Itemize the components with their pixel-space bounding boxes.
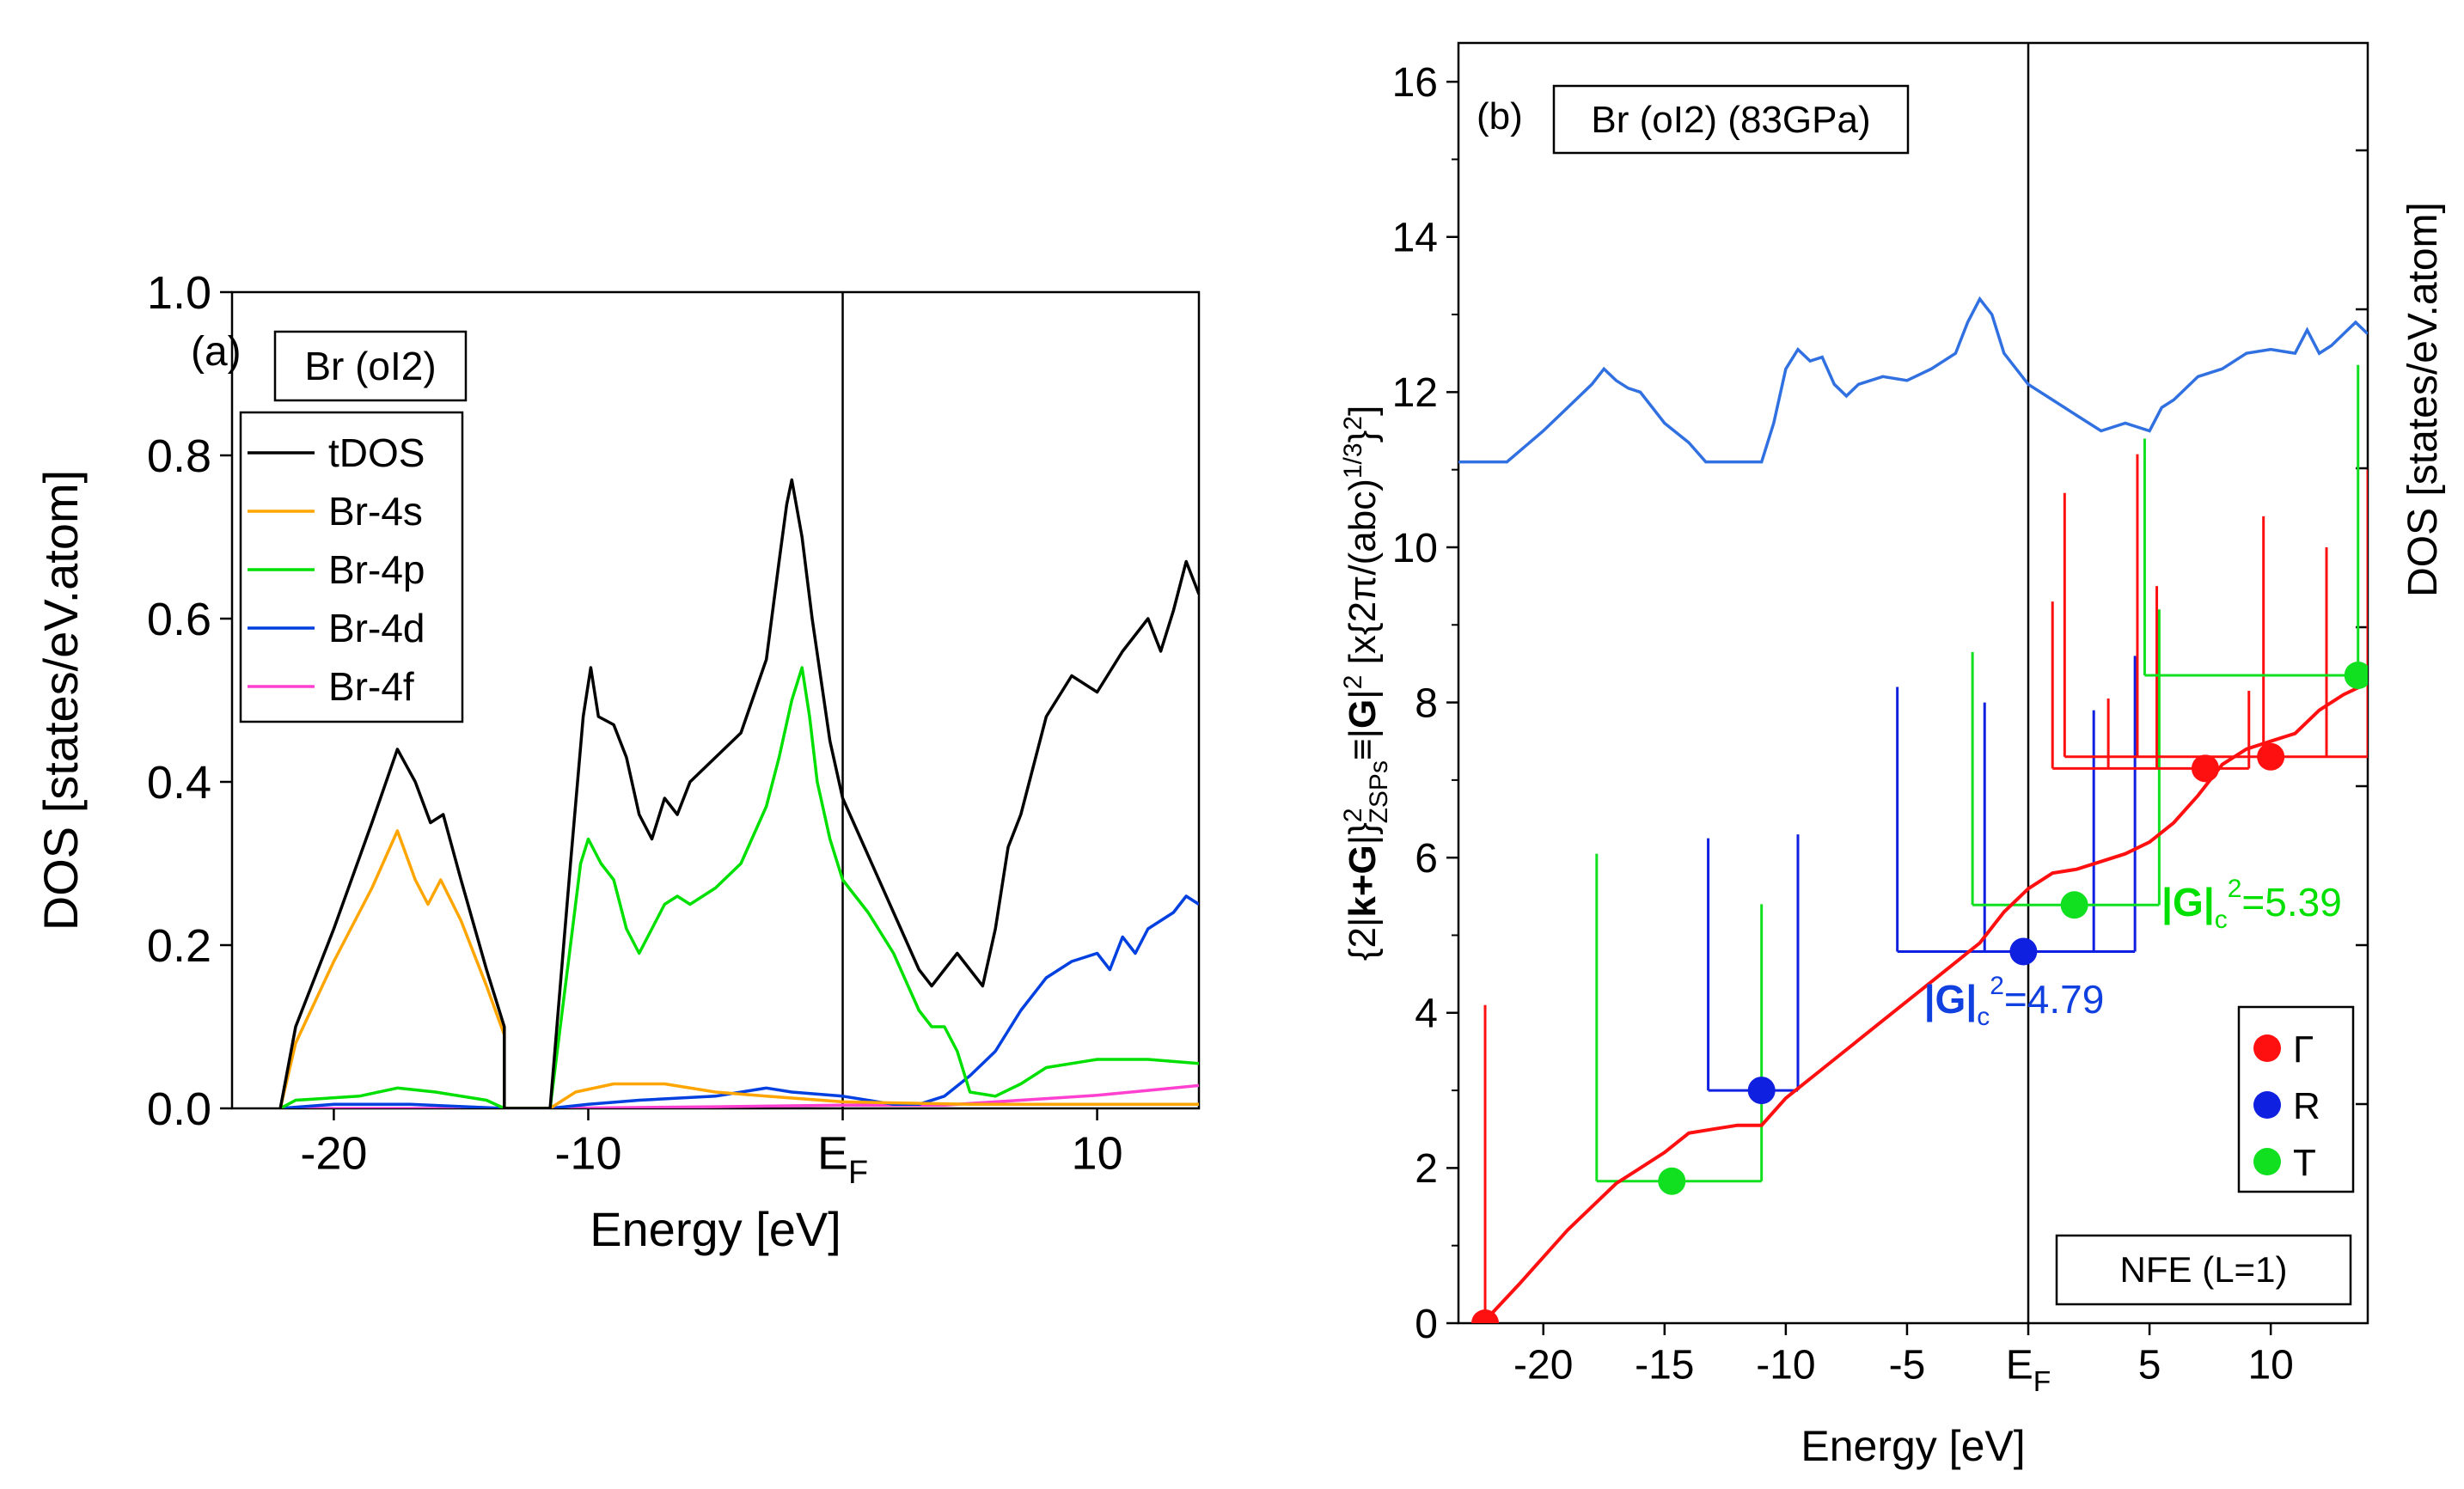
x-tick-label: 10 — [2247, 1342, 2293, 1388]
y-tick-label: 1.0 — [147, 267, 211, 319]
x-tick-label: -15 — [1635, 1342, 1694, 1388]
panel-label: (a) — [191, 329, 242, 375]
legend-label-Br-4p: Br-4p — [328, 547, 425, 592]
y-tick-label: 0.4 — [147, 757, 211, 809]
y-tick-label: 8 — [1415, 680, 1438, 726]
x-tick-label: -10 — [1756, 1342, 1815, 1388]
x-tick-label: 10 — [1072, 1128, 1123, 1180]
legend: tDOS Br-4s Br-4p Br-4d Br-4f — [239, 411, 464, 723]
y-tick-label: 12 — [1392, 370, 1438, 416]
y-tick-label: 0.8 — [147, 430, 211, 482]
zsp-point-R — [2009, 937, 2038, 966]
legend-label-Γ: Γ — [2293, 1028, 2314, 1071]
legend-marker-Γ — [2253, 1034, 2281, 1062]
nfe-box — [2055, 1234, 2352, 1306]
panel-label: (b) — [1477, 95, 1523, 137]
x-tick-label: EF — [2006, 1342, 2051, 1397]
legend-label-Br-4s: Br-4s — [328, 489, 423, 534]
dos-curve — [1458, 296, 2368, 464]
x-tick-label: EF — [817, 1128, 868, 1191]
nfe-curve — [1481, 681, 2368, 1323]
y-tick-label: 6 — [1415, 836, 1438, 882]
series-line-Br-4d — [280, 894, 1199, 1108]
y-tick-label: 0.2 — [147, 920, 211, 972]
legend-label-T: T — [2293, 1142, 2316, 1184]
legend-label-tDOS: tDOS — [328, 430, 425, 475]
y-tick-label: 4 — [1415, 992, 1438, 1037]
y-axis-label: {2|k+G|}2ZSPs≡|G|2 [x{2π/(abc)1/3}2] — [1339, 406, 1393, 961]
legend-marker-R — [2253, 1091, 2281, 1119]
panel-title: Br (oI2) — [304, 344, 436, 388]
x-tick-label: -20 — [300, 1128, 367, 1180]
y-tick-label: 16 — [1392, 60, 1438, 106]
legend-label-Br-4f: Br-4f — [328, 664, 414, 709]
x-tick-label: -5 — [1889, 1342, 1926, 1388]
panel-title: Br (oI2) (83GPa) — [1591, 99, 1870, 141]
y-tick-label: 0.6 — [147, 594, 211, 645]
x-tick-label: -10 — [554, 1128, 621, 1180]
y-tick-label: 14 — [1392, 216, 1438, 261]
title-box — [1552, 84, 1910, 155]
zsp-point-T — [1658, 1167, 1686, 1195]
x-tick-label: -20 — [1513, 1342, 1573, 1388]
zsp-point-Γ — [2191, 754, 2219, 783]
title-box — [273, 330, 468, 402]
y-tick-label: 10 — [1392, 526, 1438, 571]
panel-a: -20 -10 EF 10 0.0 0.2 0.4 0.6 0.8 1.0 Energy [eV] D… — [34, 267, 1201, 1256]
nfe-label: NFE (L=1) — [2120, 1249, 2288, 1290]
legend-box — [239, 411, 464, 723]
y-tick-label: 0.0 — [147, 1083, 211, 1135]
y-tick-label: 0 — [1415, 1302, 1438, 1347]
legend-label-R: R — [2293, 1085, 2320, 1127]
panel-b: -20 -15 -10 -5 EF 5 10 0 2 4 6 8 10 12 14 16 Energy [eV]… — [1339, 41, 2446, 1470]
zsp-point-R — [1747, 1077, 1776, 1105]
gc-annotation: |G|c2=4.79 — [1924, 972, 2105, 1031]
y-axis-label: DOS [states/eV.atom] — [34, 470, 88, 931]
zsp-point-T — [2344, 661, 2368, 689]
legend: ΓRT — [2237, 1005, 2355, 1193]
gc-annotation: |G|c2=5.39 — [2161, 875, 2342, 934]
zsp-point-Γ — [1471, 1309, 1500, 1323]
zsp-point-T — [2060, 891, 2088, 919]
series-line-Br-4p — [279, 666, 1199, 1108]
plot-area — [1458, 296, 2368, 1323]
legend-marker-T — [2253, 1148, 2281, 1175]
plot-frame — [1457, 41, 2369, 1325]
y2-axis-label: DOS [states/eV.atom] — [2400, 202, 2446, 597]
series-line-tDOS — [278, 478, 1199, 1108]
zsp-point-Γ — [2257, 742, 2285, 771]
x-tick-label: 5 — [2138, 1342, 2161, 1388]
x-axis-label: Energy [eV] — [590, 1202, 841, 1256]
dos-lines — [278, 478, 1199, 1108]
legend-label-Br-4d: Br-4d — [328, 606, 425, 650]
plot-frame — [230, 290, 1201, 1110]
y-tick-label: 2 — [1415, 1146, 1438, 1192]
x-axis-label: Energy [eV] — [1801, 1422, 2025, 1470]
